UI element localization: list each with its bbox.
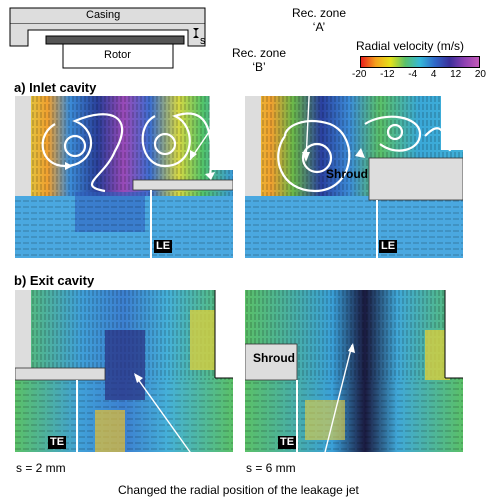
rec-zone-b-line2: ‘B’ bbox=[252, 60, 266, 74]
casing-frame bbox=[9, 24, 206, 47]
colorbar-tick: 20 bbox=[474, 69, 486, 80]
rotor-label: Rotor bbox=[104, 49, 131, 61]
inlet-cavity-panel-right bbox=[245, 96, 463, 258]
gap-label: s bbox=[200, 35, 206, 47]
colorbar-tick: -20 bbox=[352, 69, 367, 80]
inlet-right-shroud-label: Shroud bbox=[326, 167, 368, 181]
rec-zone-b-label: Rec. zone ‘B’ bbox=[232, 46, 286, 74]
caption-arrow-right bbox=[317, 344, 353, 481]
caption-arrowhead-left bbox=[134, 373, 143, 383]
rotor-outline bbox=[62, 44, 174, 69]
colorbar-tick: -12 bbox=[380, 69, 395, 80]
inlet-left-le-marker: LE bbox=[154, 240, 173, 253]
rec-zone-a-arrow bbox=[305, 35, 313, 161]
rotor-shroud-bar bbox=[45, 35, 185, 45]
section-label-inlet: a) Inlet cavity bbox=[14, 80, 97, 95]
colorbar-tick: -4 bbox=[408, 69, 418, 80]
colorbar-tick: 4 bbox=[430, 69, 437, 80]
caption-arrowhead-right bbox=[348, 343, 355, 353]
rec-zone-b-arrow bbox=[189, 75, 248, 161]
gap-size-right-label: s = 6 mm bbox=[246, 461, 296, 475]
exit-left-te-marker: TE bbox=[48, 436, 67, 449]
exit-cavity-panel-left bbox=[15, 290, 233, 452]
casing-rotor-schematic bbox=[9, 7, 206, 69]
gap-arrow-bottom bbox=[193, 35, 199, 38]
rec-zone-b-arrowhead bbox=[190, 150, 197, 160]
section-label-exit: b) Exit cavity bbox=[14, 273, 95, 288]
rec-zone-a-arrowhead bbox=[302, 152, 310, 162]
gap-arrow-top bbox=[193, 28, 199, 31]
colorbar-ticks: -20 -12 -4 4 12 20 bbox=[352, 69, 486, 81]
colorbar bbox=[360, 56, 480, 68]
colorbar-tick: 12 bbox=[450, 69, 462, 80]
rec-zone-a-label: Rec. zone ‘A’ bbox=[292, 6, 346, 34]
rec-zone-a-line1: Rec. zone bbox=[292, 6, 347, 20]
caption-arrow-left bbox=[134, 374, 211, 481]
gap-size-left-label: s = 2 mm bbox=[16, 461, 66, 475]
colorbar-title: Radial velocity (m/s) bbox=[356, 39, 465, 53]
exit-right-shroud-label: Shroud bbox=[253, 351, 295, 365]
exit-right-te-marker: TE bbox=[278, 436, 297, 449]
rec-zone-a-line2: ‘A’ bbox=[312, 20, 326, 34]
bottom-caption: Changed the radial position of the leaka… bbox=[118, 483, 359, 497]
rec-zone-b-line1: Rec. zone bbox=[232, 46, 287, 60]
casing-label: Casing bbox=[86, 9, 121, 21]
inlet-right-le-marker: LE bbox=[379, 240, 398, 253]
exit-cavity-panel-right bbox=[245, 290, 463, 452]
inlet-cavity-panel-left bbox=[15, 96, 233, 258]
